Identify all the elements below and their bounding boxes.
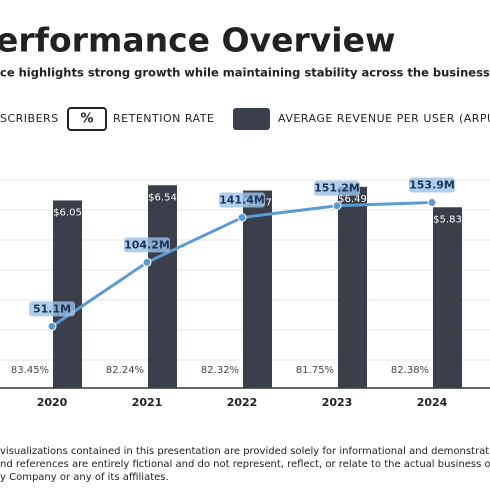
point-label: 151.2M xyxy=(314,182,360,195)
x-tick-label: 2021 xyxy=(132,396,163,409)
point-label-bg xyxy=(314,180,360,196)
bar xyxy=(243,190,272,388)
line-point xyxy=(427,197,437,207)
legend-swatch xyxy=(233,108,270,130)
retention-label: 82.24% xyxy=(106,365,144,376)
bar xyxy=(433,207,462,388)
point-label: 104.2M xyxy=(124,238,170,251)
x-tick-label: 2020 xyxy=(37,396,68,409)
bar-value-label: $6.54 xyxy=(148,192,177,203)
legend-label: SCRIBERS xyxy=(0,112,59,125)
retention-label: 83.45% xyxy=(11,365,49,376)
point-label-bg xyxy=(29,301,75,317)
x-tick-label: 2022 xyxy=(227,396,258,409)
bar-value-label: $5.83 xyxy=(433,214,462,225)
chart-title: erformance Overview xyxy=(0,21,395,60)
retention-label: 82.38% xyxy=(391,365,429,376)
legend-icon xyxy=(67,107,107,131)
bar xyxy=(338,186,367,388)
point-label: 51.1M xyxy=(33,302,71,315)
bar xyxy=(53,200,82,388)
bar xyxy=(148,185,177,388)
point-label-bg xyxy=(409,177,455,193)
line-point xyxy=(237,213,247,223)
footer-line: y Company or any of its affiliates. xyxy=(0,472,169,483)
retention-label: 81.75% xyxy=(296,365,334,376)
point-label: 141.4M xyxy=(219,194,265,207)
retention-label: 82.32% xyxy=(201,365,239,376)
line-point xyxy=(142,257,152,267)
bar-value-label: $6.49 xyxy=(338,194,367,205)
point-label-bg xyxy=(219,192,265,208)
footer-line: nd references are entirely fictional and… xyxy=(0,459,490,470)
bar-value-label: $6.05 xyxy=(53,207,82,218)
chart-subtitle: ce highlights strong growth while mainta… xyxy=(0,66,490,80)
line-point xyxy=(332,201,342,211)
x-tick-label: 2023 xyxy=(322,396,353,409)
point-label-bg xyxy=(124,237,170,253)
legend-label: RETENTION RATE xyxy=(113,112,214,125)
line-point xyxy=(47,321,57,331)
point-label: 153.9M xyxy=(409,178,455,191)
legend-label: AVERAGE REVENUE PER USER (ARPU) xyxy=(278,112,490,125)
x-tick-label: 2024 xyxy=(417,396,448,409)
footer-line: visualizations contained in this present… xyxy=(0,446,490,457)
legend-icon-label: % xyxy=(80,112,93,127)
